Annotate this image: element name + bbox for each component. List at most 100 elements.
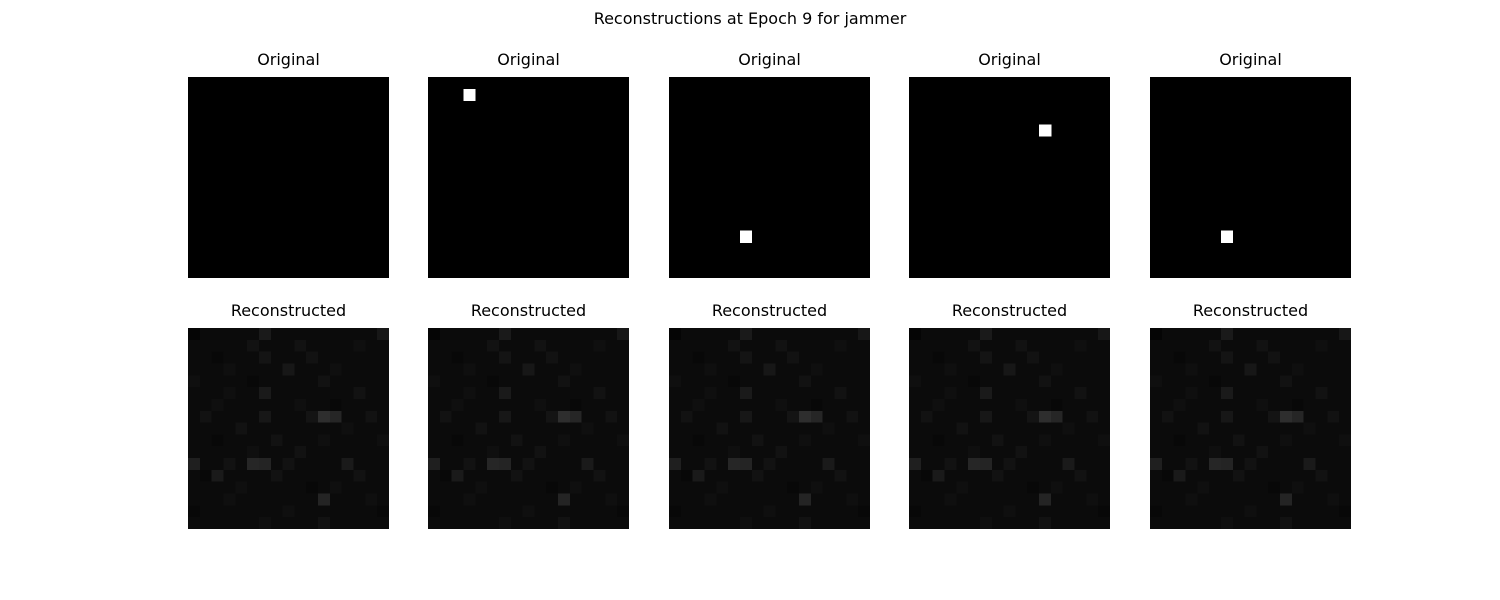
panel-title: Reconstructed	[1192, 301, 1309, 320]
panel-title: Reconstructed	[951, 301, 1068, 320]
pixel-cell	[846, 375, 859, 388]
pixel-cell	[1280, 434, 1293, 447]
pixel-cell	[1327, 375, 1340, 388]
pixel-cell	[223, 505, 236, 518]
pixel-cell	[751, 481, 764, 494]
pixel-cell	[763, 410, 776, 423]
pixel-cell	[522, 410, 535, 423]
pixel-cell	[1150, 363, 1163, 376]
pixel-cell	[451, 398, 464, 412]
pixel-cell	[306, 351, 319, 364]
pixel-cell	[569, 434, 583, 447]
pixel-cell	[1232, 328, 1245, 341]
pixel-cell	[968, 363, 981, 376]
pixel-cell	[716, 410, 729, 423]
pixel-cell	[329, 505, 343, 518]
pixel-cell	[235, 446, 248, 459]
pixel-cell	[558, 434, 571, 447]
pixel-cell	[581, 434, 594, 447]
pixel-cell	[822, 351, 835, 364]
pixel-cell	[1327, 363, 1340, 376]
figure-title: Reconstructions at Epoch 9 for jammer	[593, 9, 907, 28]
pixel-cell	[318, 493, 331, 506]
image-grid	[188, 77, 389, 278]
pixel-cell	[751, 328, 764, 341]
pixel-cell	[247, 458, 260, 471]
pixel-cell	[846, 339, 859, 353]
pixel-cell	[1339, 363, 1351, 376]
pixel-cell	[546, 351, 559, 364]
pixel-cell	[199, 375, 213, 388]
pixel-cell	[475, 469, 488, 483]
pixel-cell	[487, 458, 500, 471]
pixel-cell	[617, 351, 629, 364]
pixel-cell	[822, 434, 835, 447]
pixel-cell	[569, 446, 583, 459]
pixel-cell	[188, 363, 201, 376]
pixel-cell	[605, 375, 618, 388]
pixel-cell	[306, 481, 319, 494]
pixel-cell	[1268, 339, 1281, 353]
pixel-cell	[581, 410, 594, 423]
pixel-cell	[247, 328, 260, 341]
pixel-cell	[956, 363, 969, 376]
pixel-cell	[775, 469, 788, 483]
pixel-cell	[439, 517, 453, 529]
pixel-cell	[522, 375, 535, 388]
pixel-cell	[979, 410, 993, 423]
pixel-cell	[751, 493, 764, 506]
pixel-cell	[329, 375, 343, 388]
pixel-cell	[858, 517, 870, 529]
pixel-cell	[546, 422, 559, 435]
pixel-cell	[1050, 434, 1064, 447]
pixel-cell	[439, 434, 453, 447]
pixel-cell	[282, 505, 295, 518]
pixel-cell	[1050, 387, 1064, 400]
pixel-cell	[1173, 422, 1186, 435]
pixel-cell	[810, 398, 824, 412]
pixel-cell	[1327, 387, 1340, 400]
pixel-cell	[956, 351, 969, 364]
pixel-cell	[1074, 387, 1087, 400]
pixel-cell	[318, 434, 331, 447]
pixel-cell	[1291, 493, 1305, 506]
pixel-cell	[739, 328, 753, 341]
pixel-cell	[1339, 375, 1351, 388]
pixel-cell	[329, 410, 343, 423]
pixel-cell	[799, 493, 812, 506]
pixel-cell	[1173, 398, 1186, 412]
pixel-cell	[329, 434, 343, 447]
pixel-cell	[451, 481, 464, 494]
pixel-cell	[247, 375, 260, 388]
pixel-cell	[834, 387, 847, 400]
pixel-cell	[199, 387, 213, 400]
pixel-cell	[451, 434, 464, 447]
pixel-cell	[463, 410, 476, 423]
pixel-cell	[1197, 505, 1210, 518]
pixel-cell	[1161, 446, 1175, 459]
pixel-cell	[979, 351, 993, 364]
pixel-cell	[739, 422, 753, 435]
pixel-cell	[534, 434, 547, 447]
pixel-cell	[1161, 481, 1175, 494]
pixel-cell	[463, 328, 476, 341]
pixel-cell	[944, 469, 957, 483]
pixel-cell	[1015, 328, 1028, 341]
pixel-cell	[353, 387, 366, 400]
pixel-cell	[716, 458, 729, 471]
pixel-cell	[680, 422, 694, 435]
pixel-cell	[1268, 505, 1281, 518]
pixel-cell	[1098, 434, 1110, 447]
pixel-cell	[1062, 410, 1075, 423]
panel-title: Original	[738, 50, 801, 69]
pixel-cell	[534, 469, 547, 483]
pixel-cell	[1039, 469, 1052, 483]
pixel-cell	[1098, 387, 1110, 400]
pixel-cell	[1074, 481, 1087, 494]
pixel-cell	[1303, 446, 1316, 459]
pixel-cell	[716, 493, 729, 506]
pixel-cell	[569, 339, 583, 353]
pixel-cell	[211, 387, 224, 400]
pixel-cell	[546, 446, 559, 459]
pixel-cell	[775, 517, 788, 529]
